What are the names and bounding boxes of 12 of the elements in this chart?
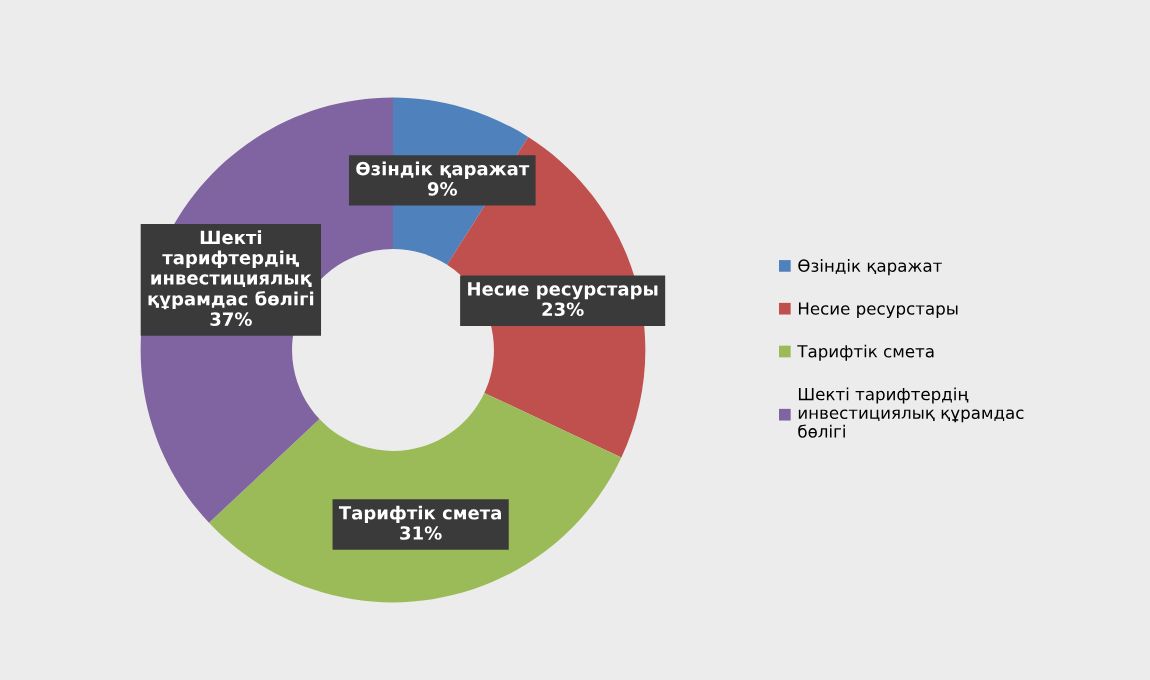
legend-label: Өзіндік қаражат xyxy=(798,259,942,276)
data-label: 9% xyxy=(427,182,458,196)
slice-label: Өзіндік қаражат xyxy=(356,161,530,179)
legend-label: Тарифтік смета xyxy=(797,344,934,361)
slice-label: Тарифтік смета xyxy=(338,505,501,524)
data-label: 31% xyxy=(400,526,442,540)
data-label: 23% xyxy=(542,302,584,317)
legend-label: Несие ресурстары xyxy=(798,302,958,318)
slice-label: Шекті тарифтердің инвестициялық құрамдас бөлігі xyxy=(148,230,314,310)
data-label: 37% xyxy=(210,312,252,326)
slice-label: Несие ресурстары xyxy=(468,282,658,300)
legend-label: Шекті тарифтердің инвестициялық құрамдас бөлігі xyxy=(798,387,1024,438)
